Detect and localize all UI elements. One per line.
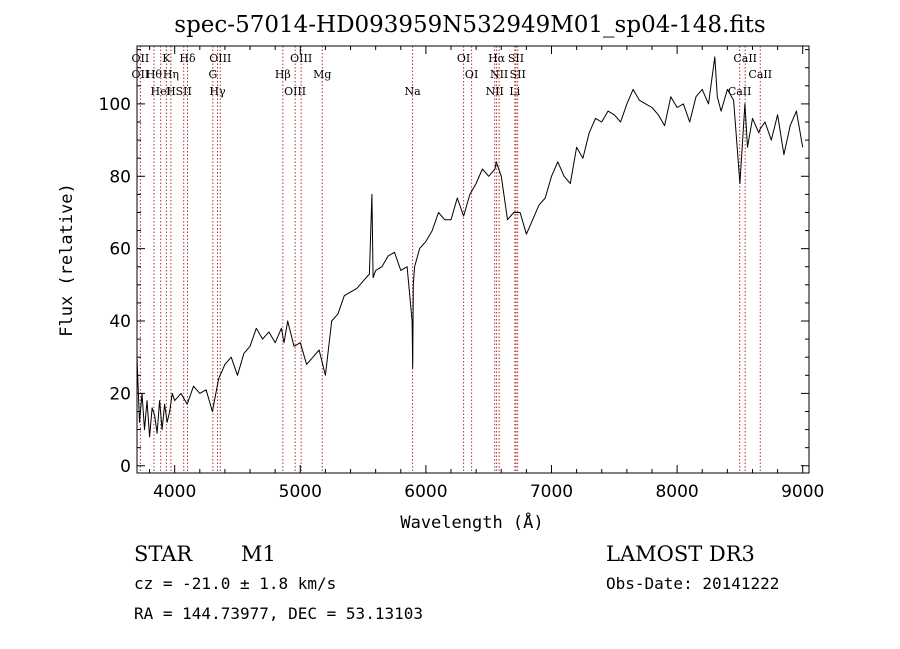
line-marker-label: Hβ [275, 68, 291, 81]
line-marker-label: OII [132, 52, 150, 65]
line-marker-label: OIII [290, 52, 312, 65]
line-marker-label: OI [457, 52, 470, 65]
line-marker-label: OIII [284, 85, 306, 98]
line-marker-label: SII [508, 52, 524, 65]
line-marker-label: Hθ [146, 68, 163, 81]
line-marker-label: CaII [728, 85, 752, 98]
x-tick-label: 6000 [404, 482, 447, 502]
line-marker-label: K [162, 52, 171, 65]
line-marker-label: SII [176, 85, 192, 98]
line-marker-label: CaII [733, 52, 757, 65]
line-marker-label: NII [490, 68, 508, 81]
object-subclass: M1 [241, 542, 276, 566]
line-marker-label: OIII [209, 52, 231, 65]
line-marker-label: Li [509, 85, 520, 98]
coords-text: RA = 144.73977, DEC = 53.13103 [134, 604, 423, 623]
x-tick-label: 5000 [279, 482, 322, 502]
line-marker-label: Hγ [209, 85, 226, 98]
obs-date: Obs-Date: 20141222 [606, 574, 779, 593]
x-tick-label: 8000 [655, 482, 698, 502]
line-marker-label: SII [510, 68, 526, 81]
line-marker-label: Hα [488, 52, 506, 65]
survey-name: LAMOST DR3 [606, 542, 755, 566]
y-axis-label: Flux (relative) [57, 183, 77, 337]
plot-frame [136, 45, 810, 474]
line-marker-label: Hη [163, 68, 179, 81]
x-axis-label: Wavelength (Å) [400, 511, 543, 533]
line-marker-label: NII [486, 85, 504, 98]
y-tick-label: 20 [109, 384, 131, 404]
x-tick-label: 9000 [781, 482, 824, 502]
x-tick-label: 4000 [153, 482, 196, 502]
line-marker-label: HeI [151, 85, 171, 98]
x-axis: 4000 5000 6000 7000 8000 9000 [149, 46, 824, 502]
series-line [136, 56, 804, 438]
redshift-text: cz = -21.0 ± 1.8 km/s [134, 574, 336, 593]
chart-title: spec-57014-HD093959N532949M01_sp04-148.f… [174, 12, 765, 38]
line-marker-label: Mg [313, 68, 331, 81]
flux-series [136, 56, 804, 438]
line-marker-label: Na [404, 85, 421, 98]
line-marker-label: OII [132, 68, 150, 81]
y-tick-label: 80 [109, 167, 131, 187]
line-marker-label: OI [465, 68, 478, 81]
y-tick-label: 60 [109, 240, 131, 260]
y-axis: 0 20 40 60 80 100 [99, 49, 809, 477]
line-marker-label: H [166, 85, 176, 98]
y-tick-label: 100 [99, 95, 131, 115]
object-class: STAR [134, 542, 193, 566]
y-tick-label: 40 [109, 312, 131, 332]
y-tick-label: 0 [120, 457, 131, 477]
line-marker-label: Hδ [179, 52, 196, 65]
line-marker-label: G [208, 68, 217, 81]
spectral-line-markers [139, 46, 761, 473]
x-tick-label: 7000 [530, 482, 573, 502]
line-marker-label: CaII [748, 68, 772, 81]
